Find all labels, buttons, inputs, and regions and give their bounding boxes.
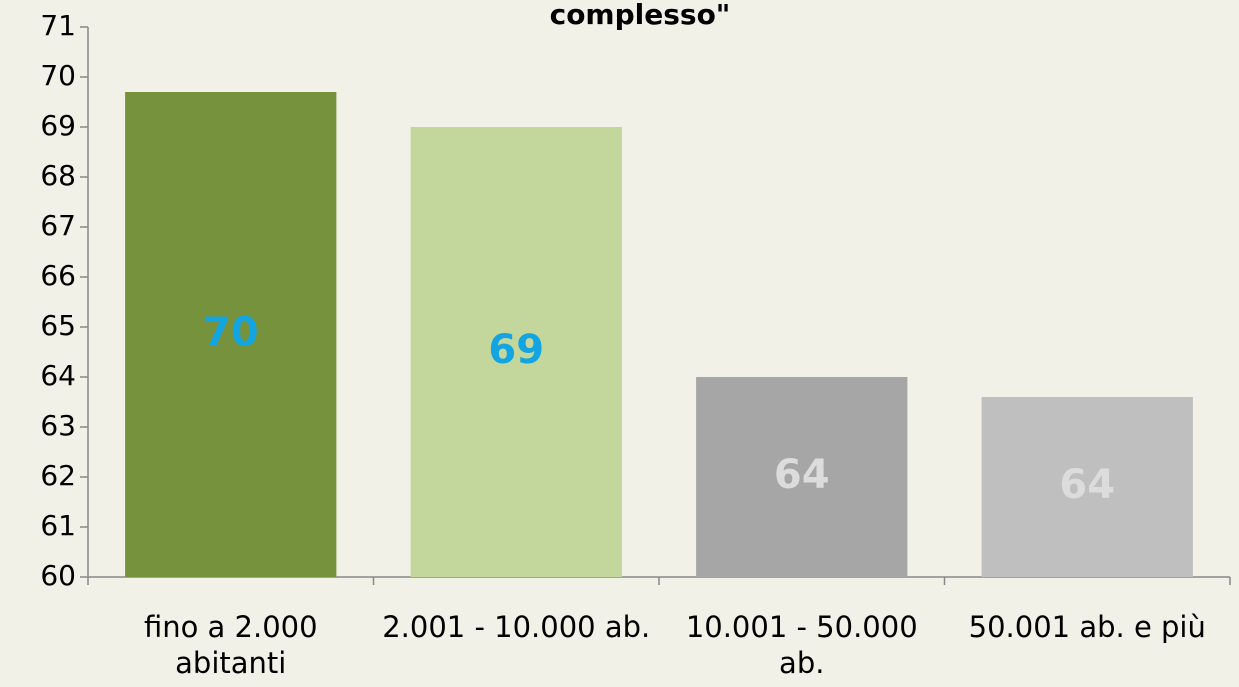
y-tick-label: 70	[40, 59, 76, 92]
chart-title: complesso"	[550, 0, 731, 31]
y-tick-label: 60	[40, 559, 76, 592]
x-tick-label: 2.001 - 10.000 ab.	[382, 610, 651, 644]
y-tick-label: 68	[40, 159, 76, 192]
bar	[981, 397, 1193, 577]
bar	[696, 377, 908, 577]
y-tick-label: 64	[40, 359, 76, 392]
value-label: 64	[774, 452, 830, 498]
y-tick-label: 63	[40, 409, 76, 442]
value-label: 69	[488, 327, 544, 373]
x-tick-label: 50.001 ab. e più	[968, 610, 1206, 644]
x-tick-label: fino a 2.000 abitanti	[143, 610, 318, 680]
y-tick-label: 65	[40, 309, 76, 342]
y-tick-label: 67	[40, 209, 76, 242]
bar	[410, 127, 622, 577]
y-tick-label: 71	[40, 9, 76, 42]
x-tick-label: 10.001 - 50.000 ab.	[685, 610, 918, 680]
bar	[125, 92, 337, 577]
value-label: 70	[203, 310, 259, 356]
value-label: 64	[1059, 462, 1115, 508]
y-tick-label: 66	[40, 259, 76, 292]
y-tick-label: 61	[40, 509, 76, 542]
y-tick-label: 69	[40, 109, 76, 142]
y-tick-label: 62	[40, 459, 76, 492]
